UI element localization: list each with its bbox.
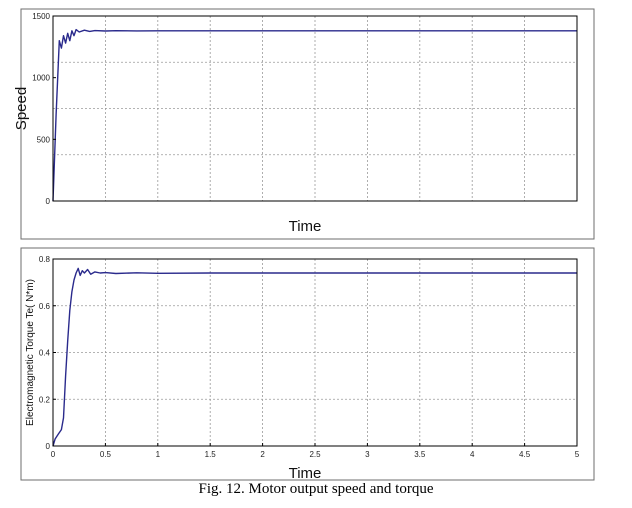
figure-frame [20, 8, 595, 240]
y-tick-label: 0 [46, 442, 51, 451]
y-tick-label: 0.2 [39, 395, 51, 404]
x-tick-label: 1.5 [205, 450, 217, 459]
x-tick-label: 4 [470, 450, 475, 459]
y-tick-label: 500 [37, 135, 51, 144]
axes-box [52, 15, 578, 202]
x-tick-label: 1 [156, 450, 161, 459]
figure-frame [20, 247, 595, 481]
x-tick-label: 3 [365, 450, 370, 459]
y-axis-label: Electromagnetic Torque Te( N*m) [25, 279, 36, 426]
x-tick-label: 0.5 [100, 450, 112, 459]
x-axis-label: Time [289, 465, 322, 482]
series-line [52, 28, 577, 202]
x-axis-label: Time [289, 218, 322, 235]
y-axis-label: Speed [13, 87, 30, 130]
y-tick-label: 1500 [32, 12, 50, 21]
y-tick-label: 1000 [32, 74, 50, 83]
figure-caption: Fig. 12. Motor output speed and torque [198, 481, 434, 497]
series-line [52, 267, 577, 447]
x-tick-label: 5 [575, 450, 580, 459]
speed-chart: 0 500 1000 1500 Time Speed [13, 8, 595, 240]
y-tick-label: 0.6 [39, 302, 51, 311]
x-tick-label: 2.5 [309, 450, 321, 459]
torque-chart: 0 0.2 0.4 0.6 0.8 0 0.5 1 1.5 2 2.5 3 3.5 4 4.5 5 Time El… [20, 247, 595, 482]
x-tick-label: 3.5 [414, 450, 426, 459]
x-tick-label: 2 [260, 450, 265, 459]
x-tick-label: 0 [51, 450, 56, 459]
x-tick-label: 4.5 [519, 450, 531, 459]
y-tick-label: 0.4 [39, 349, 51, 358]
y-tick-label: 0.8 [39, 255, 51, 264]
y-tick-label: 0 [46, 197, 51, 206]
